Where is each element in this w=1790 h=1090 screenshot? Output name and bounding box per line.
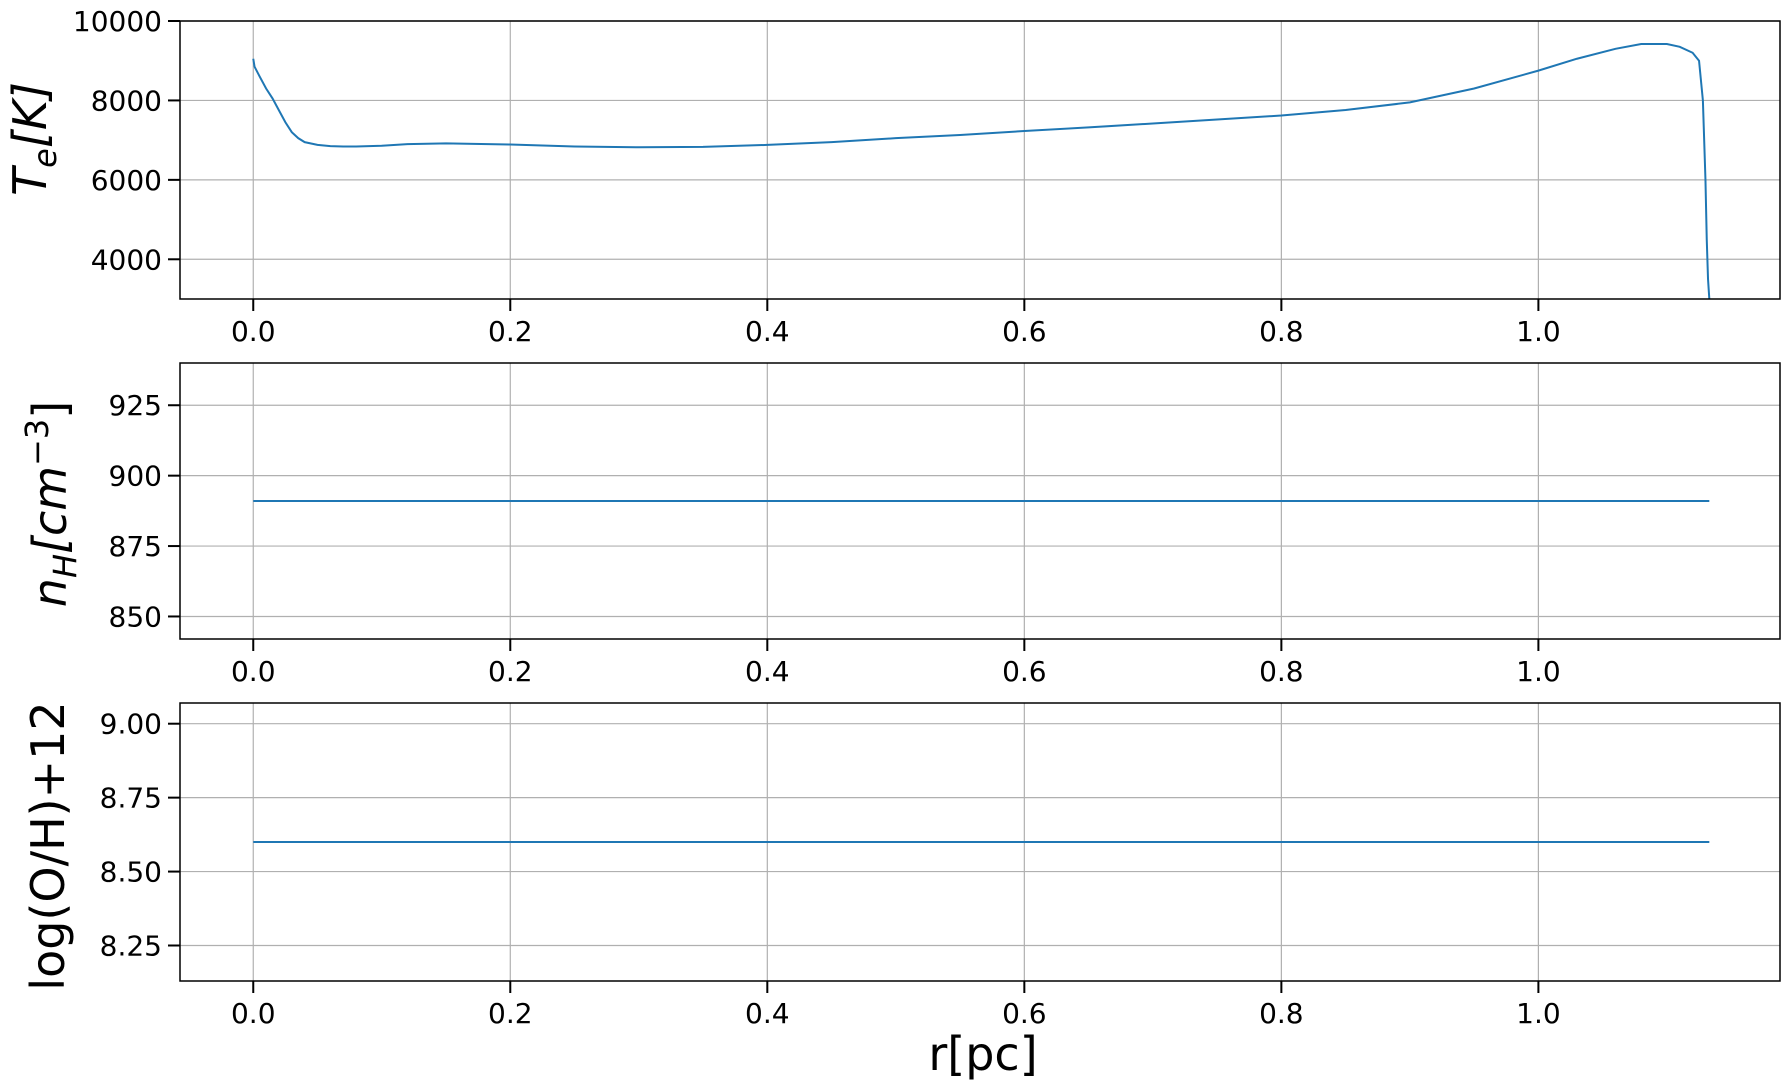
abundance-xtick-label: 0.2 [488, 997, 533, 1030]
density-xtick-label: 1.0 [1516, 655, 1561, 688]
temperature-x-ticks: 0.0 0.2 0.4 0.6 0.8 1.0 [231, 315, 1561, 348]
abundance-axes-frame [179, 702, 1781, 982]
temperature-xtick-label: 0.8 [1259, 315, 1304, 348]
abundance-xtick-label: 1.0 [1516, 997, 1561, 1030]
abundance-xtick-label: 0.4 [745, 997, 790, 1030]
density-y-axis-label: nH[cm−3] [18, 401, 84, 607]
temperature-xtick-label: 0.2 [488, 315, 533, 348]
abundance-y-ticks: 8.25 8.50 8.75 9.00 [100, 708, 162, 963]
temperature-series-line [252, 43, 1711, 300]
density-y-ticks: 850 875 900 925 [109, 389, 162, 633]
abundance-ytick-label: 9.00 [100, 708, 162, 741]
x-axis-label: r[pc] [928, 1027, 1037, 1081]
density-xtick-label: 0.4 [745, 655, 790, 688]
density-x-ticks: 0.0 0.2 0.4 0.6 0.8 1.0 [231, 655, 1561, 688]
panel-density: 0.0 0.2 0.4 0.6 0.8 1.0 850 875 900 925 … [18, 362, 1781, 688]
abundance-xtick-label: 0.6 [1002, 997, 1047, 1030]
panel-temperature: 0.0 0.2 0.4 0.6 0.8 1.0 4000 6000 8000 1… [3, 5, 1781, 348]
density-ylabel-sup: −3 [18, 419, 56, 466]
temperature-ylabel-sub: e [26, 148, 64, 168]
density-xtick-label: 0.6 [1002, 655, 1047, 688]
temperature-ylabel-rest: [K] [3, 82, 57, 148]
abundance-xtick-label: 0.0 [231, 997, 276, 1030]
temperature-xtick-label: 0.0 [231, 315, 276, 348]
density-ylabel-rest: [cm [23, 466, 77, 554]
abundance-ytick-label: 8.75 [100, 782, 162, 815]
density-xtick-label: 0.8 [1259, 655, 1304, 688]
density-ytick-label: 875 [109, 530, 162, 563]
temperature-xtick-label: 1.0 [1516, 315, 1561, 348]
abundance-x-ticks: 0.0 0.2 0.4 0.6 0.8 1.0 [231, 997, 1561, 1030]
density-grid [180, 363, 1780, 639]
temperature-axes-frame [179, 20, 1781, 300]
density-ylabel-sub: H [46, 554, 84, 578]
abundance-ytick-label: 8.50 [100, 856, 162, 889]
temperature-ylabel-main: T [3, 164, 57, 196]
density-axes-frame [179, 362, 1781, 640]
density-ytick-label: 900 [109, 460, 162, 493]
density-ylabel-main: n [23, 578, 77, 607]
temperature-xtick-label: 0.6 [1002, 315, 1047, 348]
temperature-xtick-label: 0.4 [745, 315, 790, 348]
temperature-ytick-label: 10000 [73, 5, 162, 38]
temperature-y-axis-label: Te[K] [3, 82, 64, 196]
abundance-xtick-label: 0.8 [1259, 997, 1304, 1030]
temperature-y-ticks: 4000 6000 8000 10000 [73, 5, 162, 276]
density-xtick-label: 0.0 [231, 655, 276, 688]
abundance-ytick-label: 8.25 [100, 930, 162, 963]
panel-abundance: 0.0 0.2 0.4 0.6 0.8 1.0 8.25 8.50 8.75 9… [21, 701, 1781, 1030]
density-xtick-label: 0.2 [488, 655, 533, 688]
temperature-ytick-label: 6000 [91, 164, 162, 197]
temperature-ytick-label: 4000 [91, 243, 162, 276]
abundance-y-axis-label: log(O/H)+12 [21, 701, 75, 990]
density-ytick-label: 925 [109, 389, 162, 422]
density-ylabel-end: ] [23, 401, 77, 419]
temperature-ytick-label: 8000 [91, 84, 162, 117]
density-ytick-label: 850 [109, 600, 162, 633]
